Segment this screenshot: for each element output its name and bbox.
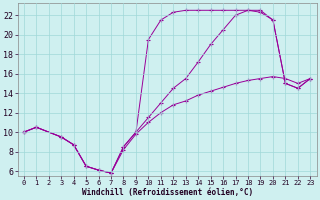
X-axis label: Windchill (Refroidissement éolien,°C): Windchill (Refroidissement éolien,°C) — [82, 188, 253, 197]
